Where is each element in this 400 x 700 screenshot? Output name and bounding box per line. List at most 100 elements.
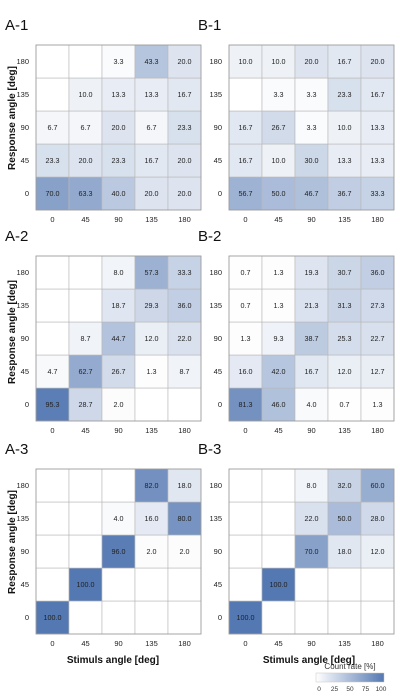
cell-value-label: 20.0 bbox=[178, 57, 192, 66]
cell-value-label: 2.0 bbox=[180, 547, 190, 556]
cell-value-label: 16.0 bbox=[239, 367, 253, 376]
heatmap-cell bbox=[167, 567, 202, 602]
heatmap-cell bbox=[228, 143, 263, 178]
cell-value-label: 63.3 bbox=[79, 189, 93, 198]
cell-value-label: 16.7 bbox=[371, 90, 385, 99]
cell-value-label: 30.0 bbox=[305, 156, 319, 165]
heatmap-border bbox=[228, 255, 395, 422]
y-tick-label: 90 bbox=[21, 334, 29, 343]
y-tick-label: 0 bbox=[25, 613, 29, 622]
cell-value-label: 28.7 bbox=[79, 400, 93, 409]
heatmap-b-3: B-3 100.0 100.0 70.0 18.0 12.0 22.0 50.0 28.0 8.0… bbox=[198, 441, 395, 648]
cell-value-label: 46.7 bbox=[305, 189, 319, 198]
heatmap-cell bbox=[68, 44, 103, 79]
cell-value-label: 6.7 bbox=[147, 123, 157, 132]
y-tick-label: 0 bbox=[218, 189, 222, 198]
cell-value-label: 23.3 bbox=[46, 156, 60, 165]
cell-value-label: 12.0 bbox=[371, 547, 385, 556]
cell-value-label: 16.7 bbox=[305, 367, 319, 376]
panel-title: B-1 bbox=[198, 17, 221, 34]
panel-title: A-3 bbox=[5, 441, 28, 458]
heatmap-cell bbox=[68, 534, 103, 569]
heatmap-cell bbox=[360, 501, 395, 536]
heatmap-cell bbox=[167, 468, 202, 503]
heatmap-panels: A-1 70.0 63.3 40.0 20.0 20.0 23.3 20.0 23.3 16.7 2… bbox=[5, 17, 395, 648]
heatmap-cell bbox=[35, 77, 70, 112]
heatmap-cell bbox=[294, 387, 329, 422]
cell-value-label: 20.0 bbox=[112, 123, 126, 132]
heatmap-cell bbox=[228, 321, 263, 356]
heatmap-cell bbox=[134, 501, 169, 536]
y-tick-label: 45 bbox=[214, 156, 222, 165]
cell-value-label: 23.3 bbox=[338, 90, 352, 99]
y-tick-label: 0 bbox=[218, 400, 222, 409]
x-tick-label: 90 bbox=[114, 215, 122, 224]
cell-value-label: 22.7 bbox=[371, 334, 385, 343]
cell-value-label: 100.0 bbox=[77, 580, 95, 589]
cell-value-label: 4.0 bbox=[114, 514, 124, 523]
heatmap-cell bbox=[167, 255, 202, 290]
cell-value-label: 18.7 bbox=[112, 301, 126, 310]
heatmap-cell bbox=[294, 354, 329, 389]
x-tick-label: 135 bbox=[338, 215, 351, 224]
cell-value-label: 25.3 bbox=[338, 334, 352, 343]
x-axis-titles: Stimuls angle [deg] Stimuls angle [deg] bbox=[67, 655, 355, 666]
cell-value-label: 8.0 bbox=[307, 481, 317, 490]
heatmap-cell bbox=[68, 501, 103, 536]
heatmap-cell bbox=[101, 321, 136, 356]
heatmap-cell bbox=[68, 387, 103, 422]
heatmap-cell bbox=[167, 354, 202, 389]
x-tick-label: 0 bbox=[50, 639, 54, 648]
y-tick-label: 180 bbox=[16, 57, 29, 66]
cell-value-label: 44.7 bbox=[112, 334, 126, 343]
heatmap-cell bbox=[360, 534, 395, 569]
heatmap-cell bbox=[327, 354, 362, 389]
heatmap-cell bbox=[101, 534, 136, 569]
cell-value-label: 50.0 bbox=[272, 189, 286, 198]
heatmap-cell bbox=[134, 255, 169, 290]
cell-value-label: 100.0 bbox=[44, 613, 62, 622]
cell-value-label: 26.7 bbox=[112, 367, 126, 376]
cell-value-label: 16.0 bbox=[145, 514, 159, 523]
heatmap-cell bbox=[101, 44, 136, 79]
cell-value-label: 95.3 bbox=[46, 400, 60, 409]
y-tick-label: 90 bbox=[21, 123, 29, 132]
cell-value-label: 70.0 bbox=[305, 547, 319, 556]
cell-value-label: 100.0 bbox=[237, 613, 255, 622]
heatmap-a-3: A-3 100.0 100.0 96.0 2.0 2.0 4.0 16.0 80.0 82.0 18… bbox=[5, 441, 202, 648]
y-tick-label: 180 bbox=[209, 57, 222, 66]
heatmap-cell bbox=[327, 600, 362, 635]
heatmap-cell bbox=[327, 321, 362, 356]
heatmap-cell bbox=[360, 600, 395, 635]
heatmap-cell bbox=[261, 600, 296, 635]
y-tick-label: 45 bbox=[21, 367, 29, 376]
heatmap-border bbox=[228, 468, 395, 635]
heatmap-cell bbox=[294, 534, 329, 569]
heatmap-cell bbox=[294, 288, 329, 323]
cell-value-label: 0.7 bbox=[241, 301, 251, 310]
x-tick-label: 45 bbox=[81, 426, 89, 435]
x-tick-label: 180 bbox=[371, 639, 384, 648]
colorbar-ticks: 0 25 50 75 100 bbox=[317, 686, 387, 693]
heatmap-cell bbox=[261, 321, 296, 356]
x-tick-label: 0 bbox=[243, 639, 247, 648]
y-tick-label: 180 bbox=[16, 268, 29, 277]
heatmap-cell bbox=[134, 321, 169, 356]
heatmap-cell bbox=[167, 143, 202, 178]
x-tick-label: 0 bbox=[243, 215, 247, 224]
y-tick-label: 180 bbox=[209, 268, 222, 277]
cell-value-label: 28.0 bbox=[371, 514, 385, 523]
y-tick-label: 90 bbox=[21, 547, 29, 556]
y-tick-label: 45 bbox=[21, 580, 29, 589]
cell-value-label: 40.0 bbox=[112, 189, 126, 198]
colorbar-tick-label: 100 bbox=[376, 686, 387, 693]
heatmap-cell bbox=[294, 255, 329, 290]
cell-value-label: 23.3 bbox=[112, 156, 126, 165]
heatmap-cell bbox=[360, 44, 395, 79]
cell-value-label: 70.0 bbox=[46, 189, 60, 198]
cell-value-label: 4.7 bbox=[48, 367, 58, 376]
y-tick-label: 45 bbox=[21, 156, 29, 165]
y-tick-label: 45 bbox=[214, 580, 222, 589]
heatmap-cell bbox=[167, 77, 202, 112]
